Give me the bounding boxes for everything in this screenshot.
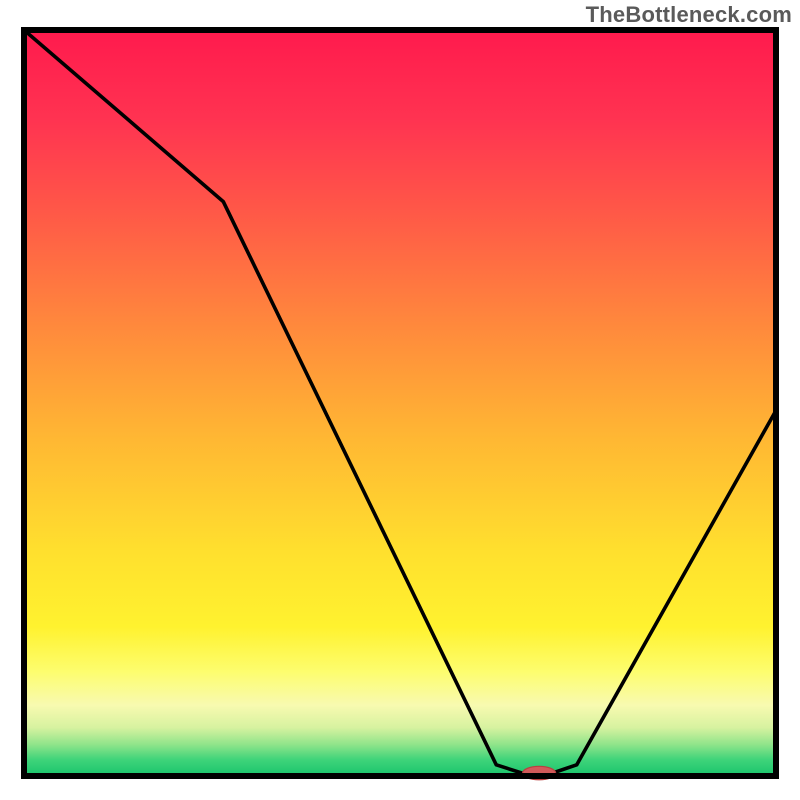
chart-container: TheBottleneck.com: [0, 0, 800, 800]
chart-svg: [0, 0, 800, 800]
gradient-background: [24, 30, 776, 776]
plot-area: [24, 30, 776, 780]
